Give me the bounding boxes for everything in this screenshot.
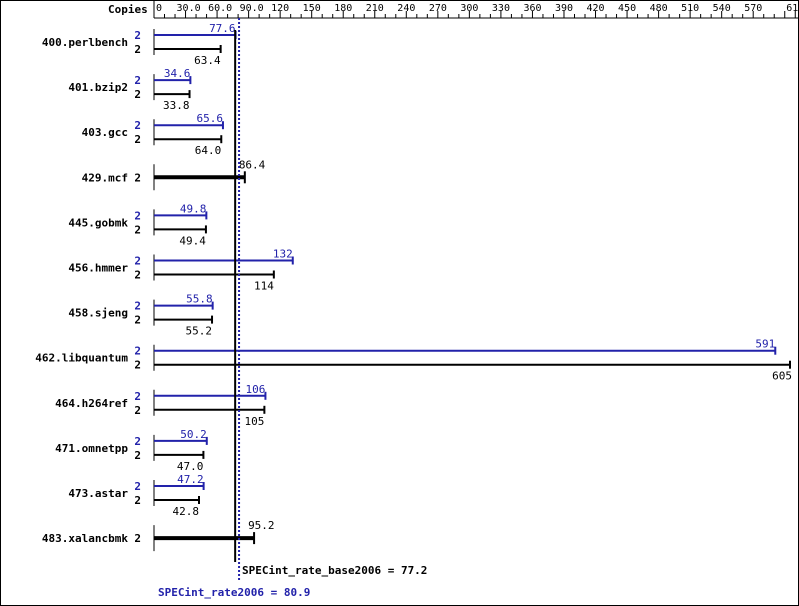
peak-summary-label: SPECint_rate2006 = 80.9 bbox=[158, 586, 310, 599]
tick-label: 90.0 bbox=[240, 3, 264, 14]
tick-label: 150 bbox=[303, 3, 321, 14]
base-copies: 2 bbox=[134, 449, 141, 462]
benchmark-label: 464.h264ref bbox=[55, 397, 128, 410]
base-value-label: 605 bbox=[772, 370, 792, 383]
benchmark-label: 429.mcf bbox=[82, 171, 128, 184]
tick-label: 30.0 bbox=[177, 3, 201, 14]
base-copies: 2 bbox=[134, 88, 141, 101]
x-axis-label: Copies bbox=[108, 3, 148, 16]
base-value-label: 64.0 bbox=[195, 144, 222, 157]
benchmark-label: 456.hmmer bbox=[68, 262, 128, 275]
benchmark-label: 483.xalancbmk bbox=[42, 532, 128, 545]
tick-label: 60.0 bbox=[208, 3, 232, 14]
tick-label: 210 bbox=[366, 3, 384, 14]
benchmark-label: 403.gcc bbox=[82, 126, 128, 139]
base-value-label: 95.2 bbox=[248, 519, 274, 532]
base-copies: 2 bbox=[134, 133, 141, 146]
peak-copies: 2 bbox=[134, 119, 141, 132]
benchmark-label: 462.libquantum bbox=[35, 352, 128, 365]
tick-label: 610 bbox=[786, 3, 799, 14]
base-value-label: 114 bbox=[254, 280, 274, 293]
tick-label: 240 bbox=[397, 3, 415, 14]
tick-label: 480 bbox=[650, 3, 668, 14]
peak-value-label: 47.2 bbox=[177, 473, 204, 486]
peak-copies: 2 bbox=[134, 209, 141, 222]
peak-copies: 2 bbox=[134, 390, 141, 403]
benchmark-label: 401.bzip2 bbox=[68, 81, 128, 94]
peak-value-label: 106 bbox=[246, 383, 266, 396]
base-value-label: 105 bbox=[245, 415, 265, 428]
peak-value-label: 77.6 bbox=[209, 22, 236, 35]
benchmark-label: 471.omnetpp bbox=[55, 442, 128, 455]
peak-copies: 2 bbox=[134, 435, 141, 448]
peak-copies: 2 bbox=[134, 255, 141, 268]
base-value-label: 42.8 bbox=[172, 505, 199, 518]
peak-value-label: 591 bbox=[755, 338, 775, 351]
tick-label: 390 bbox=[555, 3, 573, 14]
base-copies: 2 bbox=[134, 314, 141, 327]
peak-copies: 2 bbox=[134, 480, 141, 493]
peak-value-label: 49.8 bbox=[180, 202, 207, 215]
base-copies: 2 bbox=[134, 43, 141, 56]
base-copies: 2 bbox=[134, 223, 141, 236]
base-copies: 2 bbox=[134, 359, 141, 372]
peak-value-label: 65.6 bbox=[196, 112, 223, 125]
peak-copies: 2 bbox=[134, 29, 141, 42]
peak-value-label: 132 bbox=[273, 248, 293, 261]
base-copies: 2 bbox=[134, 171, 141, 184]
base-value-label: 47.0 bbox=[177, 460, 204, 473]
tick-label: 360 bbox=[523, 3, 541, 14]
tick-label: 420 bbox=[587, 3, 605, 14]
tick-label: 120 bbox=[271, 3, 289, 14]
tick-label: 450 bbox=[618, 3, 636, 14]
base-value-label: 55.2 bbox=[186, 325, 213, 338]
tick-label: 300 bbox=[460, 3, 478, 14]
base-summary-label: SPECint_rate_base2006 = 77.2 bbox=[242, 564, 427, 577]
benchmark-label: 458.sjeng bbox=[68, 307, 128, 320]
base-copies: 2 bbox=[134, 404, 141, 417]
base-copies: 2 bbox=[134, 532, 141, 545]
base-value-label: 86.4 bbox=[239, 158, 266, 171]
tick-label: 510 bbox=[681, 3, 699, 14]
benchmark-label: 473.astar bbox=[68, 487, 128, 500]
base-value-label: 33.8 bbox=[163, 99, 190, 112]
tick-label: 570 bbox=[744, 3, 762, 14]
peak-copies: 2 bbox=[134, 74, 141, 87]
peak-value-label: 34.6 bbox=[164, 67, 191, 80]
tick-label: 270 bbox=[429, 3, 447, 14]
base-copies: 2 bbox=[134, 494, 141, 507]
peak-value-label: 50.2 bbox=[180, 428, 207, 441]
base-value-label: 49.4 bbox=[179, 234, 206, 247]
base-value-label: 63.4 bbox=[194, 54, 221, 67]
tick-label: 0 bbox=[156, 3, 162, 14]
tick-label: 540 bbox=[713, 3, 731, 14]
benchmark-label: 400.perlbench bbox=[42, 36, 128, 49]
benchmark-label: 445.gobmk bbox=[68, 216, 128, 229]
tick-label: 330 bbox=[492, 3, 510, 14]
base-copies: 2 bbox=[134, 269, 141, 282]
peak-copies: 2 bbox=[134, 345, 141, 358]
peak-value-label: 55.8 bbox=[186, 293, 213, 306]
peak-copies: 2 bbox=[134, 300, 141, 313]
tick-label: 180 bbox=[334, 3, 352, 14]
